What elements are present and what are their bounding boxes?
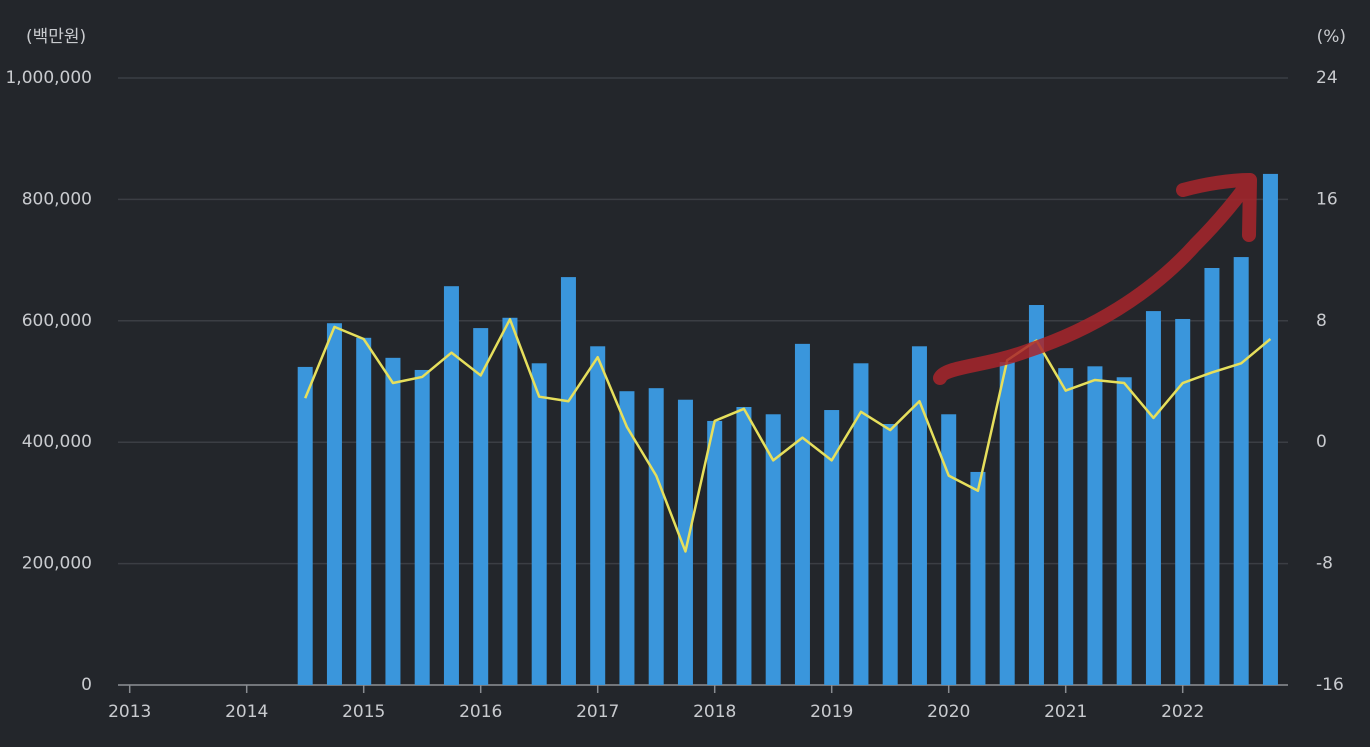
bar <box>707 420 723 685</box>
bar <box>1145 311 1161 685</box>
line <box>304 318 1272 553</box>
y-tick-label: 800,000 <box>22 189 92 209</box>
x-tick-label: 2022 <box>1161 702 1204 722</box>
x-tick-label: 2015 <box>342 702 385 722</box>
x-tick-label: 2016 <box>459 702 502 722</box>
labels: 0 200,000 400,000 600,000 800,000 1,000,000 -1… <box>5 68 1343 722</box>
x-tick-label: 2018 <box>693 702 736 722</box>
y-tick-label: 0 <box>81 675 92 695</box>
lines <box>304 318 1272 553</box>
x-tick-label: 2019 <box>810 702 853 722</box>
bar <box>648 388 664 685</box>
bar <box>1028 305 1044 685</box>
bar <box>941 414 957 685</box>
bar <box>1233 257 1249 685</box>
y2-tick-label: -16 <box>1316 675 1344 695</box>
x-tick-label: 2021 <box>1044 702 1087 722</box>
y2-tick-label: 8 <box>1316 311 1327 331</box>
bar <box>590 346 606 685</box>
annotation-arrow <box>933 173 1257 385</box>
x-tick-label: 2013 <box>108 702 151 722</box>
bar <box>677 399 693 685</box>
bar <box>414 369 430 685</box>
y2-tick-label: 16 <box>1316 189 1338 209</box>
y2-tick-label: -8 <box>1316 554 1333 574</box>
bar <box>1204 267 1220 685</box>
bar <box>765 414 781 685</box>
bar <box>326 323 342 685</box>
bars <box>297 173 1278 685</box>
bar <box>502 317 518 685</box>
bar <box>911 346 927 685</box>
bar <box>1087 366 1103 685</box>
x-tick-label: 2014 <box>225 702 268 722</box>
bar <box>1262 173 1278 685</box>
bar <box>970 471 986 685</box>
bar <box>560 277 576 685</box>
y-tick-label: 600,000 <box>22 311 92 331</box>
y-tick-label: 1,000,000 <box>5 68 92 88</box>
y2-unit-label: (%) <box>1317 27 1346 47</box>
bar <box>1058 368 1074 685</box>
bar <box>882 423 898 685</box>
y2-tick-label: 0 <box>1316 432 1327 452</box>
y-unit-label: (백만원) <box>26 27 86 47</box>
bar <box>443 286 459 685</box>
bar <box>999 362 1015 685</box>
bar <box>794 343 810 685</box>
bar <box>297 366 313 685</box>
bar <box>1175 318 1191 685</box>
y-tick-label: 200,000 <box>22 554 92 574</box>
y-tick-label: 400,000 <box>22 432 92 452</box>
bar <box>385 357 401 685</box>
x-tick-label: 2017 <box>576 702 619 722</box>
bar <box>356 337 372 685</box>
bar <box>736 406 752 685</box>
bar <box>853 363 869 685</box>
bar <box>531 363 547 685</box>
bar <box>1116 377 1132 685</box>
bar <box>473 328 489 685</box>
bar <box>619 391 635 685</box>
x-tick-label: 2020 <box>927 702 970 722</box>
y2-tick-label: 24 <box>1316 68 1338 88</box>
bar <box>824 410 840 685</box>
